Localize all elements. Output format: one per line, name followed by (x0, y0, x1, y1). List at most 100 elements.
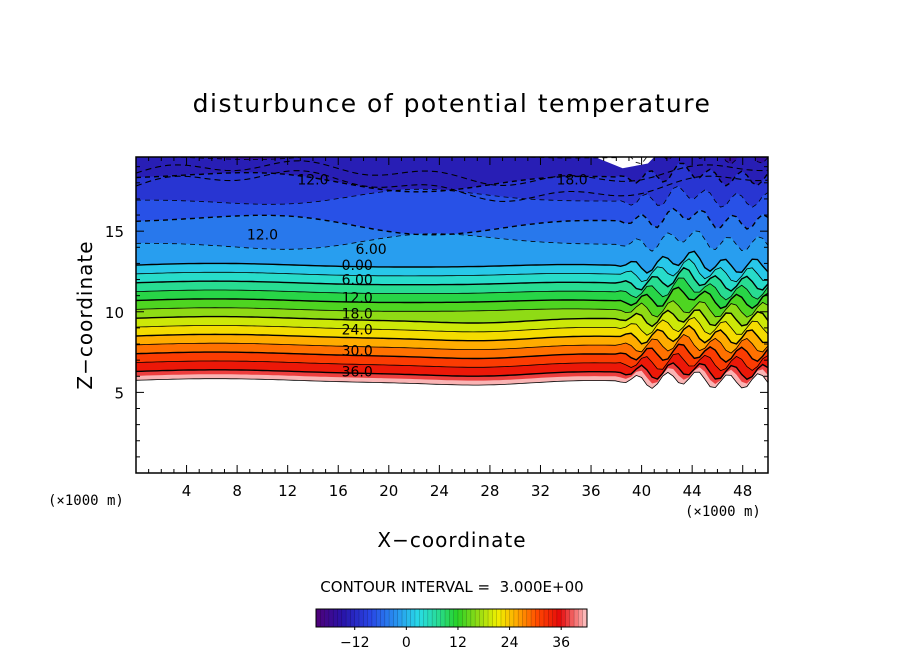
colorbar-cell (440, 609, 446, 627)
colorbar-cell (488, 609, 493, 627)
colorbar-cell (565, 609, 571, 627)
colorbar-tick-label: 36 (552, 635, 570, 651)
colorbar-cell (367, 609, 373, 627)
x-tick-label: 48 (733, 482, 752, 500)
colorbar-cell (419, 609, 424, 627)
colorbar-cell (569, 609, 575, 627)
colorbar-cell (410, 609, 416, 627)
contour-label: 36.0 (342, 364, 373, 380)
colorbar-cell (513, 609, 519, 627)
contour-label: 0.00 (342, 258, 373, 274)
colorbar-cell (423, 609, 429, 627)
colorbar-cell (341, 609, 347, 627)
y-tick-label: 15 (105, 223, 124, 241)
y-tick-label: 10 (105, 304, 124, 322)
colorbar-cell (328, 609, 334, 627)
x-axis: 4 8 12 16 20 24 28 32 36 40 44 48 (148, 157, 756, 500)
contour-label: 12.0 (247, 227, 278, 243)
colorbar-cell (556, 609, 562, 627)
colorbar-cell (371, 609, 377, 627)
colorbar-cell (561, 609, 566, 627)
colorbar-cell (466, 609, 472, 627)
colorbar-cell (445, 609, 450, 627)
x-tick-label: 16 (329, 482, 348, 500)
colorbar-cell (389, 609, 394, 627)
x-unit-right: (×1000 m) (685, 504, 761, 520)
colorbar-tick-label: 12 (449, 635, 467, 651)
colorbar-cell (522, 609, 528, 627)
colorbar-cell (483, 609, 489, 627)
colorbar-cell (539, 609, 545, 627)
colorbar-cell (337, 609, 343, 627)
colorbar-cell (518, 609, 523, 627)
colorbar-cell (427, 609, 433, 627)
colorbar-cell (526, 609, 532, 627)
x-tick-label: 44 (683, 482, 702, 500)
colorbar-cell (535, 609, 540, 627)
colorbar-cell (436, 609, 442, 627)
colorbar-cell (414, 609, 420, 627)
contour-label: 30.0 (342, 343, 373, 359)
colorbar-tick-label: 24 (501, 635, 519, 651)
colorbar-cell (582, 609, 588, 627)
colorbar-cell (574, 609, 579, 627)
colorbar-cell (509, 609, 515, 627)
colorbar-cell (475, 609, 480, 627)
colorbar-cell (363, 609, 368, 627)
x-tick-label: 28 (480, 482, 499, 500)
contour-label: 12.0 (297, 173, 328, 189)
x-tick-label: 20 (379, 482, 398, 500)
contour-label: 18.0 (342, 306, 373, 322)
contour-lines (136, 157, 768, 389)
colorbar-cell (496, 609, 502, 627)
x-axis-label: X−coordinate (377, 528, 526, 552)
colorbar-cell (492, 609, 497, 627)
colorbar-cell (380, 609, 386, 627)
colorbar-cell (346, 609, 351, 627)
contour-labels: 12.0 18.012.06.000.006.0012.018.024.030.0… (247, 173, 588, 381)
colorbar-cell (402, 609, 407, 627)
colorbar-cell (470, 609, 476, 627)
x-tick-label: 40 (632, 482, 651, 500)
y-axis: 5 10 15 (105, 166, 768, 458)
colorbar-cell (531, 609, 536, 627)
colorbar-tick-label: −12 (340, 635, 370, 651)
colorbar-cell (406, 609, 411, 627)
colorbar-cell (449, 609, 454, 627)
colorbar-cell (552, 609, 558, 627)
colorbar-cell (316, 609, 321, 627)
x-tick-label: 36 (581, 482, 600, 500)
colorbar-cell (350, 609, 356, 627)
colorbar-cell (354, 609, 360, 627)
x-tick-label: 24 (430, 482, 449, 500)
contour-label: 6.00 (356, 242, 387, 258)
colorbar-cell (376, 609, 381, 627)
x-unit-left: (×1000 m) (48, 493, 124, 509)
contour-field (136, 157, 768, 473)
colorbar-cell (548, 609, 553, 627)
colorbar-cell (578, 609, 583, 627)
contour-interval-text: CONTOUR INTERVAL = 3.000E+00 (320, 578, 583, 596)
contour-label: 24.0 (342, 323, 373, 339)
x-tick-label: 8 (232, 482, 242, 500)
colorbar-cell (333, 609, 338, 627)
colorbar-cell (505, 609, 510, 627)
colorbar-cell (500, 609, 506, 627)
y-axis-label: Z−coordinate (73, 240, 97, 389)
colorbar-cell (453, 609, 459, 627)
colorbar-cell (462, 609, 467, 627)
chart-title: disturbunce of potential temperature (193, 89, 712, 118)
x-tick-label: 12 (278, 482, 297, 500)
colorbar-tick-label: 0 (402, 635, 411, 651)
colorbar-cell (397, 609, 403, 627)
colorbar-cell (320, 609, 325, 627)
colorbar-cell (359, 609, 364, 627)
colorbar-cell (324, 609, 330, 627)
colorbar-cell (479, 609, 485, 627)
contour-label: 6.00 (342, 273, 373, 289)
colorbar-cell (393, 609, 399, 627)
colorbar-cell (432, 609, 437, 627)
x-tick-label: 4 (182, 482, 192, 500)
colorbar-cell (384, 609, 390, 627)
